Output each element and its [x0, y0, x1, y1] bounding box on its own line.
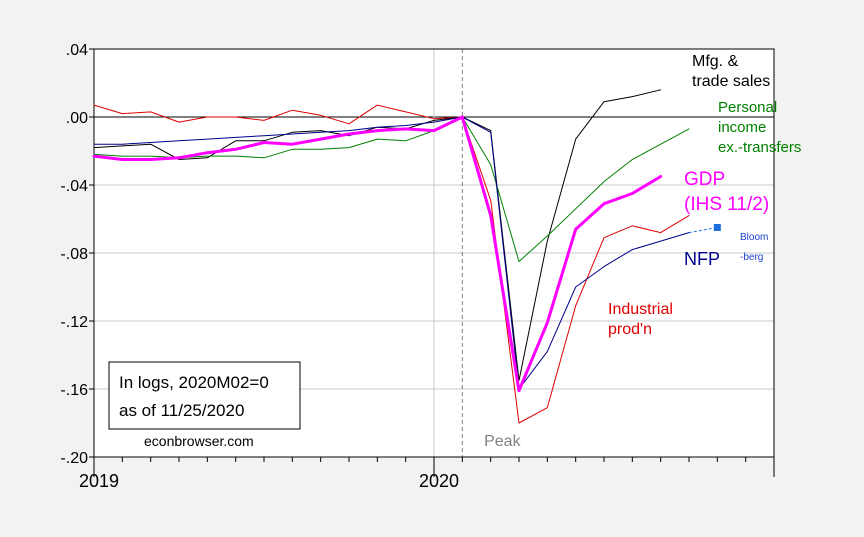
y-tick-label: -.16	[60, 382, 88, 399]
series-line	[93, 104, 690, 424]
bloomberg-point	[713, 224, 721, 231]
peak-label: Peak	[484, 433, 521, 450]
y-tick-label: -.12	[60, 314, 88, 331]
y-tick-label: -.08	[60, 246, 88, 263]
label-personal-income: ex.-transfers	[718, 139, 801, 156]
source-credit: econbrowser.com	[144, 433, 254, 449]
series-line	[93, 116, 690, 262]
x-tick-label: 2019	[79, 471, 119, 491]
label-bloomberg: -berg	[740, 252, 763, 263]
note-box	[108, 361, 301, 430]
y-tick-label: .00	[66, 110, 88, 127]
label-industrial-prodn: Industrial	[608, 301, 673, 318]
y-tick-label: .04	[66, 42, 88, 59]
axes: .04 .00 -.04 -.08 -.12 -.16 -.20 2019 2020	[60, 42, 775, 491]
note-line-2: as of 11/25/2020	[119, 401, 244, 420]
series-line	[93, 116, 690, 390]
y-tick-label: -.20	[60, 450, 88, 467]
label-gdp: (IHS 11/2)	[684, 194, 769, 215]
label-gdp: GDP	[684, 169, 725, 190]
series-labels: Peak Mfg. & trade sales Personal income ex.-t…	[484, 53, 801, 450]
label-personal-income: Personal	[718, 99, 777, 116]
series	[92, 89, 721, 424]
note-line-1: In logs, 2020M02=0	[119, 373, 269, 392]
x-tick-label: 2020	[419, 471, 459, 491]
label-nfp: NFP	[684, 249, 720, 269]
label-personal-income: income	[718, 119, 766, 136]
label-mfg-trade-sales: trade sales	[692, 73, 770, 90]
label-bloomberg: Bloom	[740, 232, 768, 243]
label-mfg-trade-sales: Mfg. &	[692, 53, 739, 70]
series-line	[92, 115, 663, 393]
label-industrial-prodn: prod'n	[608, 321, 652, 338]
y-tick-label: -.04	[60, 178, 88, 195]
